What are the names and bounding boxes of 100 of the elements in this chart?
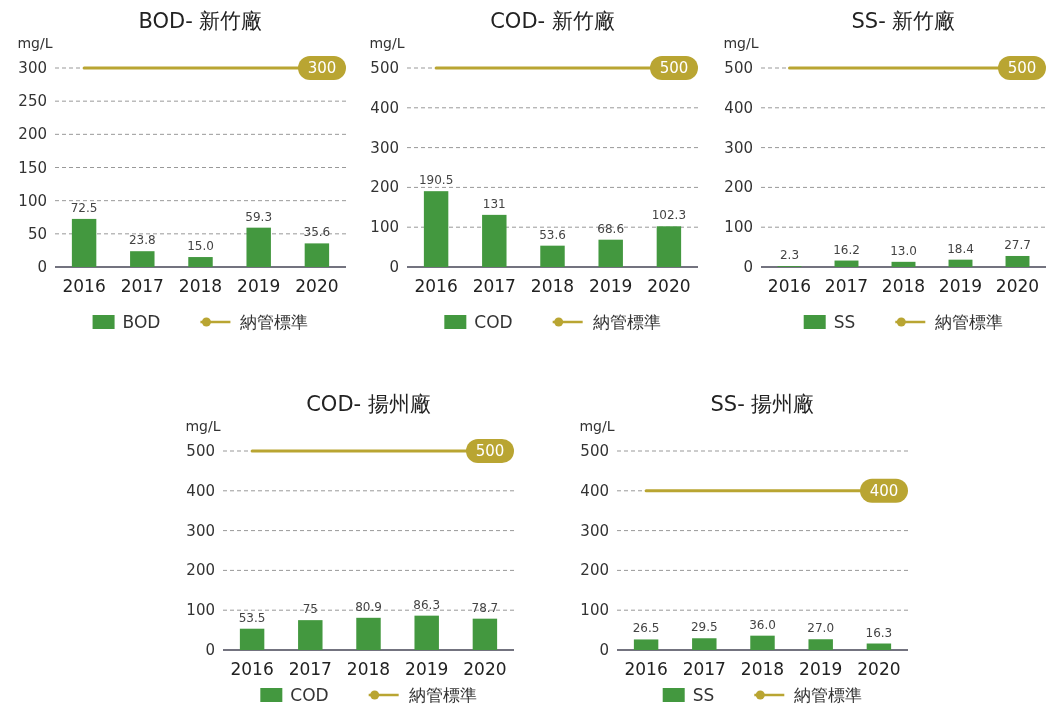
y-tick-label: 0	[205, 641, 215, 659]
x-tick-label: 2016	[767, 276, 812, 296]
bar	[298, 620, 323, 650]
chart-title: COD- 揚州廠	[306, 392, 431, 416]
bar	[656, 226, 682, 267]
y-tick-label: 150	[18, 158, 47, 177]
x-tick-label: 2017	[682, 659, 726, 679]
bar	[414, 615, 439, 650]
bar	[750, 635, 775, 650]
x-tick-label: 2020	[295, 276, 339, 296]
x-tick-label: 2017	[288, 659, 332, 679]
x-tick-label: 2017	[120, 276, 164, 296]
legend-label: 納管標準	[794, 685, 863, 705]
y-tick-label: 500	[370, 59, 399, 77]
bar	[692, 638, 717, 650]
bar	[472, 618, 498, 650]
data-label: 400	[869, 481, 899, 500]
data-label: 2.3	[779, 248, 800, 263]
data-label: 26.5	[632, 621, 660, 636]
bar	[188, 257, 213, 267]
data-label: 23.8	[128, 233, 156, 248]
data-label: 190.5	[418, 173, 454, 188]
y-tick-label: 100	[18, 191, 47, 210]
data-label: 131	[482, 196, 506, 211]
bar	[540, 245, 565, 267]
bar	[866, 643, 892, 650]
data-label: 75	[302, 602, 318, 617]
data-label: 59.3	[245, 209, 273, 224]
x-tick-label: 2018	[740, 659, 785, 679]
x-tick-label: 2019	[589, 276, 633, 296]
y-tick-label: 100	[724, 218, 753, 237]
x-tick-label: 2016	[62, 276, 106, 296]
bar	[423, 191, 449, 267]
legend-label: BOD	[122, 312, 161, 332]
y-tick-label: 400	[370, 98, 399, 117]
y-tick-label: 0	[743, 258, 753, 276]
y-tick-label: 0	[389, 258, 399, 276]
legend-label: COD	[290, 685, 329, 705]
data-label: 500	[475, 442, 505, 460]
legend-label: COD	[474, 312, 513, 332]
y-tick-label: 300	[724, 138, 753, 157]
y-tick-label: 400	[186, 481, 215, 500]
data-label: 72.5	[70, 200, 98, 215]
x-tick-label: 2018	[178, 276, 223, 296]
data-label: 500	[659, 59, 689, 77]
y-tick-label: 200	[18, 125, 47, 144]
data-label: 27.7	[1004, 237, 1031, 252]
legend-label: SS	[833, 312, 856, 332]
x-tick-label: 2020	[647, 276, 691, 296]
data-label: 16.3	[865, 625, 893, 640]
y-tick-label: 500	[724, 59, 753, 77]
chart-title: SS- 新竹廠	[851, 9, 956, 33]
bar	[239, 628, 265, 650]
data-label: 18.4	[947, 241, 974, 256]
x-tick-label: 2018	[346, 659, 391, 679]
y-tick-label: 500	[580, 442, 609, 460]
y-tick-label: 50	[27, 224, 47, 243]
bar	[130, 251, 155, 267]
y-tick-label: 100	[370, 218, 399, 237]
data-label: 78.7	[471, 600, 499, 615]
y-tick-label: 200	[580, 561, 609, 580]
y-axis-title: mg/L	[369, 35, 405, 51]
legend-label: 納管標準	[935, 312, 1004, 332]
x-tick-label: 2017	[824, 276, 869, 296]
y-tick-label: 0	[599, 641, 609, 659]
y-tick-label: 300	[186, 521, 215, 540]
legend-label: 納管標準	[240, 312, 309, 332]
y-tick-label: 400	[580, 481, 609, 500]
data-label: 29.5	[690, 620, 718, 635]
data-label: 53.6	[539, 227, 566, 242]
x-tick-label: 2020	[463, 659, 507, 679]
x-tick-label: 2019	[938, 276, 983, 296]
chart-title: SS- 揚州廠	[710, 392, 815, 416]
data-label: 86.3	[413, 597, 441, 612]
data-label: 27.0	[807, 621, 835, 636]
y-tick-label: 300	[580, 521, 609, 540]
y-axis-title: mg/L	[579, 418, 615, 434]
data-label: 500	[1007, 59, 1037, 77]
y-tick-label: 300	[370, 138, 399, 157]
x-tick-label: 2019	[799, 659, 843, 679]
y-axis-title: mg/L	[17, 35, 53, 51]
x-tick-label: 2016	[230, 659, 274, 679]
bar	[633, 639, 659, 650]
x-tick-label: 2017	[472, 276, 516, 296]
legend-label: 納管標準	[592, 312, 661, 332]
bar	[598, 239, 623, 267]
y-tick-label: 200	[724, 178, 753, 197]
y-tick-label: 500	[186, 442, 215, 460]
bar	[71, 218, 97, 267]
legend-label: SS	[692, 685, 715, 705]
data-label: 35.6	[303, 225, 331, 240]
x-tick-label: 2019	[237, 276, 281, 296]
x-tick-label: 2020	[995, 276, 1040, 296]
bar	[482, 214, 507, 267]
data-label: 102.3	[651, 208, 687, 223]
bar	[246, 227, 271, 267]
x-tick-label: 2020	[857, 659, 901, 679]
legend-label: 納管標準	[408, 685, 477, 705]
data-label: 53.5	[238, 610, 266, 625]
x-tick-label: 2016	[414, 276, 458, 296]
